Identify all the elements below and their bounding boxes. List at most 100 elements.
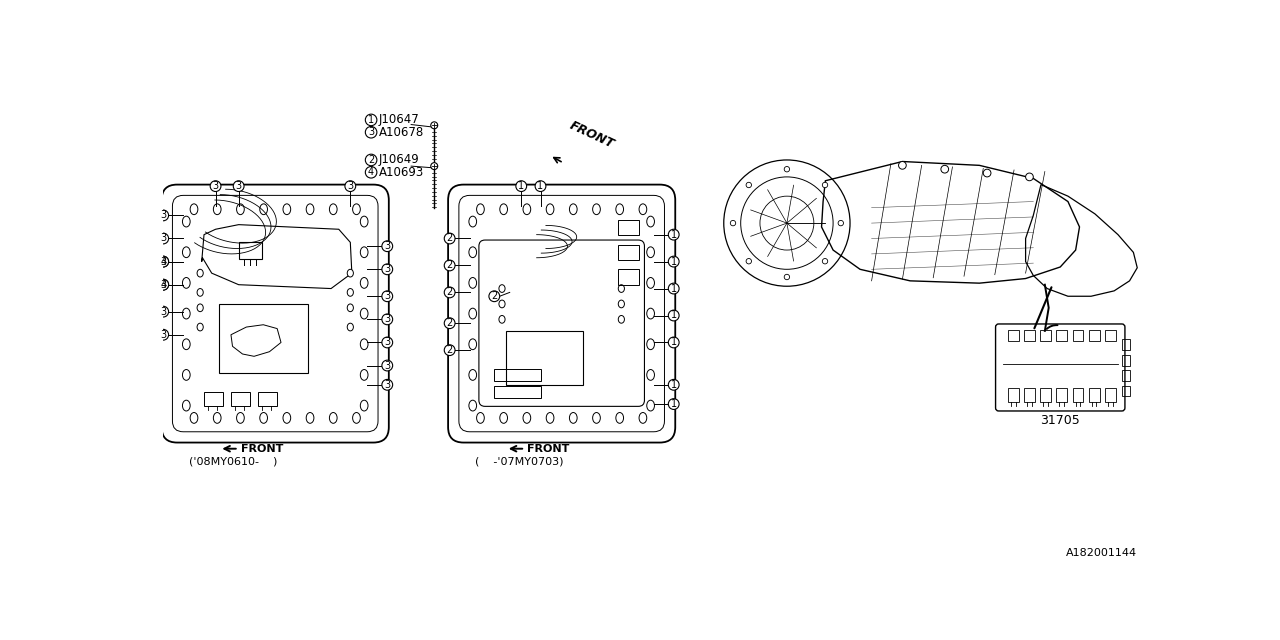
Circle shape xyxy=(444,233,454,244)
Ellipse shape xyxy=(639,204,646,214)
Text: FRONT: FRONT xyxy=(567,118,616,150)
Ellipse shape xyxy=(618,300,625,308)
Circle shape xyxy=(489,291,499,301)
Ellipse shape xyxy=(547,204,554,214)
Ellipse shape xyxy=(352,204,361,214)
Ellipse shape xyxy=(347,304,353,312)
Circle shape xyxy=(431,163,438,170)
Ellipse shape xyxy=(306,413,314,423)
Text: FRONT: FRONT xyxy=(527,444,570,454)
Ellipse shape xyxy=(646,339,654,349)
Text: A182001144: A182001144 xyxy=(1066,548,1137,558)
Circle shape xyxy=(157,307,169,317)
Text: FRONT: FRONT xyxy=(241,444,283,454)
Text: 4: 4 xyxy=(160,257,166,267)
Bar xyxy=(230,392,250,406)
Ellipse shape xyxy=(639,413,646,423)
Bar xyxy=(1041,388,1051,402)
Ellipse shape xyxy=(593,204,600,214)
Bar xyxy=(1121,385,1129,396)
Circle shape xyxy=(1025,173,1033,180)
Circle shape xyxy=(365,127,376,138)
Text: 3: 3 xyxy=(384,337,390,348)
Ellipse shape xyxy=(570,413,577,423)
Ellipse shape xyxy=(283,204,291,214)
Ellipse shape xyxy=(646,216,654,227)
Circle shape xyxy=(157,233,169,244)
Text: 1: 1 xyxy=(671,310,677,321)
Bar xyxy=(617,269,639,285)
Bar xyxy=(1007,388,1019,402)
Circle shape xyxy=(822,182,828,188)
Bar xyxy=(1056,388,1068,402)
Text: 1: 1 xyxy=(671,399,677,409)
Bar xyxy=(1024,388,1034,402)
Text: (    -'07MY0703): ( -'07MY0703) xyxy=(475,456,563,466)
Ellipse shape xyxy=(476,413,484,423)
Ellipse shape xyxy=(646,400,654,411)
Text: 3: 3 xyxy=(160,307,166,317)
Circle shape xyxy=(157,256,169,267)
Text: 1: 1 xyxy=(671,257,677,267)
Ellipse shape xyxy=(214,204,221,214)
Text: 3: 3 xyxy=(384,241,390,251)
Circle shape xyxy=(668,310,680,321)
Ellipse shape xyxy=(214,413,221,423)
Text: 3: 3 xyxy=(369,127,374,137)
Bar xyxy=(1073,388,1083,402)
Ellipse shape xyxy=(646,308,654,319)
Text: J10647: J10647 xyxy=(379,113,420,127)
Text: 2: 2 xyxy=(447,234,453,243)
Circle shape xyxy=(210,180,221,191)
Circle shape xyxy=(157,279,169,290)
Text: 2: 2 xyxy=(367,155,374,165)
Ellipse shape xyxy=(361,369,369,380)
Text: 1: 1 xyxy=(518,181,525,191)
Ellipse shape xyxy=(616,413,623,423)
Ellipse shape xyxy=(468,369,476,380)
Ellipse shape xyxy=(183,369,191,380)
Text: 1: 1 xyxy=(671,284,677,294)
Bar xyxy=(1056,330,1068,341)
Ellipse shape xyxy=(347,269,353,277)
Bar xyxy=(617,220,639,236)
Ellipse shape xyxy=(237,204,244,214)
Ellipse shape xyxy=(646,369,654,380)
Text: 3: 3 xyxy=(212,181,219,191)
Ellipse shape xyxy=(361,308,369,319)
Circle shape xyxy=(365,166,376,178)
Circle shape xyxy=(381,241,393,252)
Circle shape xyxy=(157,256,169,267)
Ellipse shape xyxy=(524,204,531,214)
Circle shape xyxy=(365,154,376,166)
Circle shape xyxy=(899,161,906,169)
Text: 1: 1 xyxy=(538,181,544,191)
Ellipse shape xyxy=(260,413,268,423)
Circle shape xyxy=(444,287,454,298)
Ellipse shape xyxy=(361,400,369,411)
Bar xyxy=(238,243,262,259)
Ellipse shape xyxy=(499,413,507,423)
Circle shape xyxy=(431,122,438,129)
Text: 3: 3 xyxy=(160,280,166,290)
Ellipse shape xyxy=(183,247,191,258)
Bar xyxy=(494,385,540,398)
Bar xyxy=(617,244,639,260)
Bar xyxy=(1073,330,1083,341)
Text: 4: 4 xyxy=(160,280,166,290)
Text: 4: 4 xyxy=(369,167,374,177)
Circle shape xyxy=(668,229,680,240)
Ellipse shape xyxy=(570,204,577,214)
Text: 2: 2 xyxy=(447,345,453,355)
Text: 3: 3 xyxy=(347,181,353,191)
Text: 3: 3 xyxy=(236,181,242,191)
Text: J10649: J10649 xyxy=(379,154,420,166)
Bar xyxy=(1007,330,1019,341)
Text: 3: 3 xyxy=(160,330,166,340)
Ellipse shape xyxy=(646,247,654,258)
Ellipse shape xyxy=(468,308,476,319)
Bar xyxy=(494,369,540,381)
Ellipse shape xyxy=(197,304,204,312)
Ellipse shape xyxy=(361,247,369,258)
Circle shape xyxy=(668,399,680,410)
